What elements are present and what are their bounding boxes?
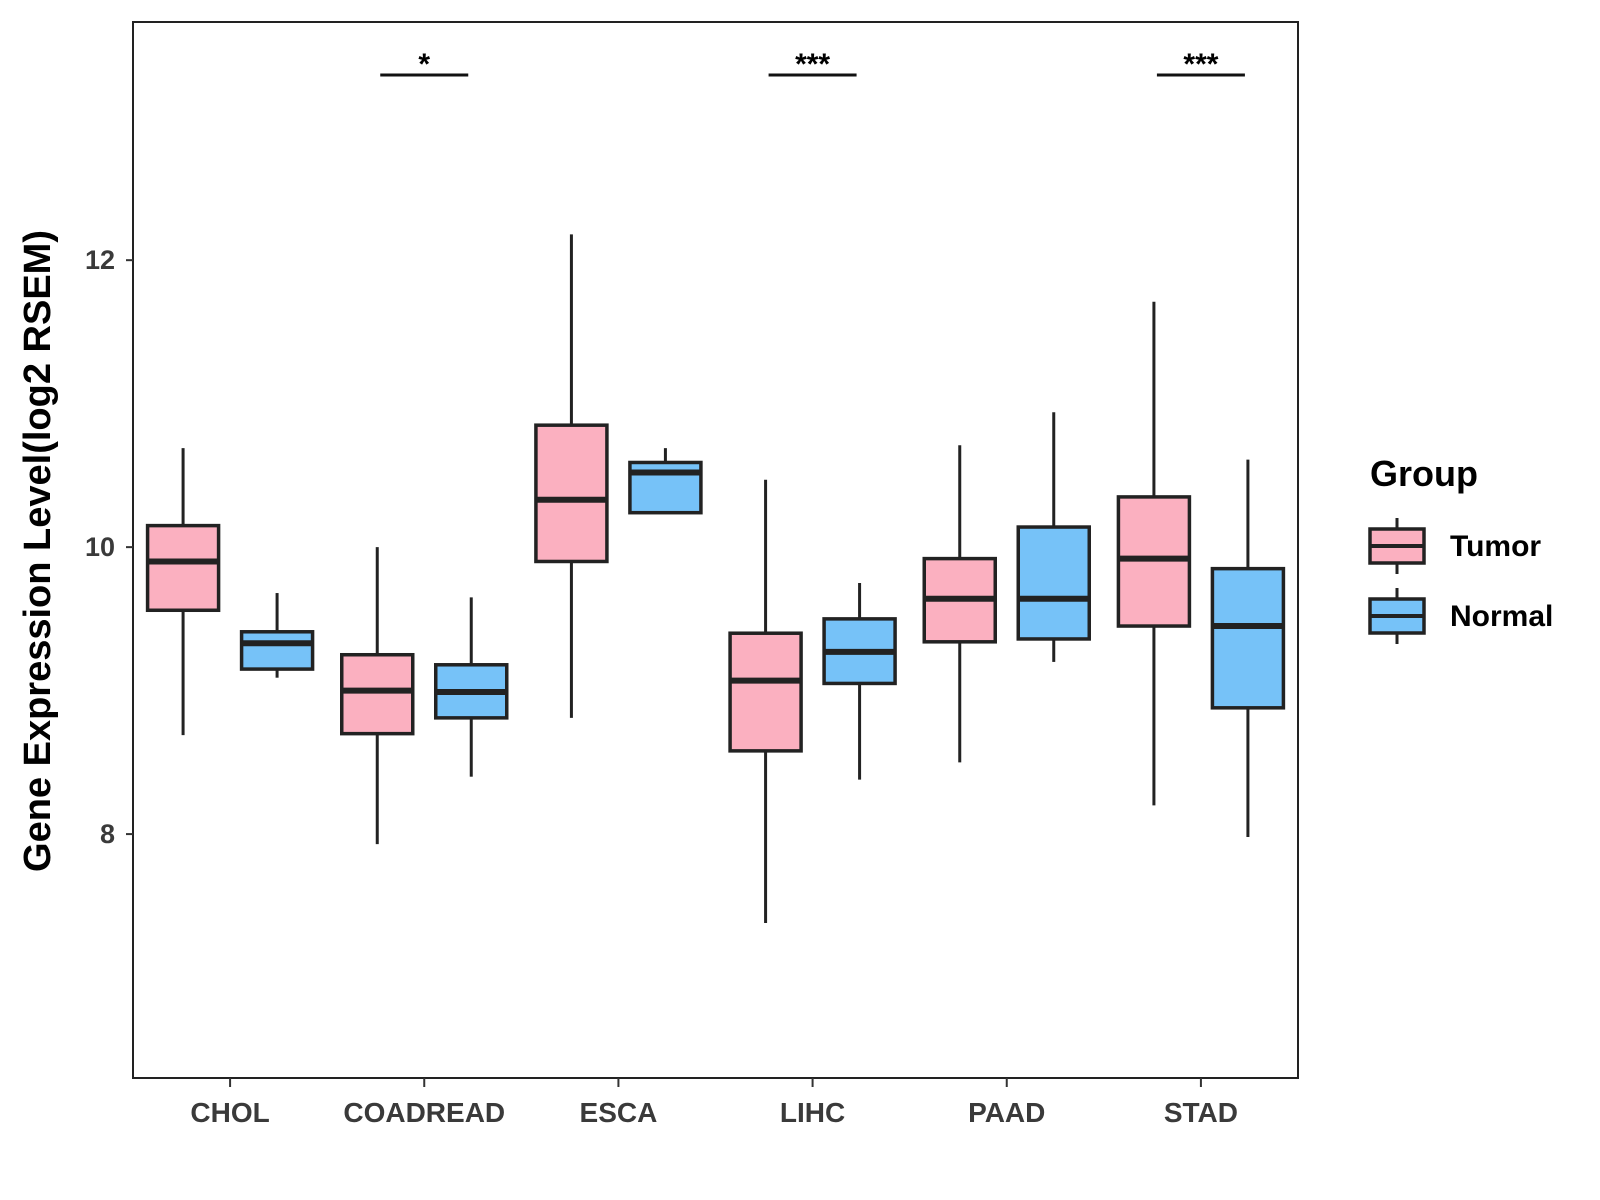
box-body bbox=[340, 652, 415, 736]
y-tick-label: 12 bbox=[85, 245, 115, 275]
significance-label: *** bbox=[1183, 48, 1218, 81]
box-body bbox=[145, 523, 221, 613]
x-tick-label-paad: PAAD bbox=[968, 1097, 1045, 1128]
box-tumor-coadread bbox=[340, 547, 415, 845]
x-tick-label-stad: STAD bbox=[1164, 1097, 1238, 1128]
axis-layer: 8 10 12 CHOL COADREAD ESCA LIHC PAAD STAD bbox=[85, 21, 1299, 1128]
box-normal-paad bbox=[1016, 412, 1091, 662]
box-body bbox=[1016, 525, 1091, 641]
box-normal-chol bbox=[239, 593, 315, 678]
box-normal-lihc bbox=[822, 583, 897, 780]
box-tumor-esca bbox=[534, 234, 609, 718]
legend-title: Group bbox=[1370, 453, 1478, 494]
y-axis-title: Gene Expression Level(log2 RSEM) bbox=[17, 230, 59, 872]
y-tick-label: 10 bbox=[85, 532, 115, 562]
plot-panel-border bbox=[132, 21, 1299, 1079]
plot-layer bbox=[145, 234, 1286, 924]
box-body bbox=[728, 631, 803, 753]
box-body bbox=[534, 423, 609, 564]
significance-label: * bbox=[418, 48, 430, 81]
box-normal-stad bbox=[1210, 459, 1286, 837]
box-tumor-chol bbox=[145, 448, 221, 736]
x-tick-label-esca: ESCA bbox=[580, 1097, 658, 1128]
box-body bbox=[1210, 566, 1286, 710]
legend-item-tumor: Tumor bbox=[1368, 518, 1541, 574]
y-tick-label: 8 bbox=[100, 819, 115, 849]
x-tick-label-lihc: LIHC bbox=[780, 1097, 845, 1128]
box-tumor-stad bbox=[1116, 301, 1192, 806]
legend-label: Normal bbox=[1450, 600, 1553, 633]
box-normal-coadread bbox=[434, 597, 509, 777]
box-tumor-paad bbox=[922, 445, 997, 763]
box-normal-esca bbox=[628, 448, 703, 515]
legend: Group Tumor Normal bbox=[1368, 453, 1553, 644]
legend-items: Tumor Normal bbox=[1368, 518, 1553, 644]
significance-label: *** bbox=[795, 48, 830, 81]
legend-label: Tumor bbox=[1450, 530, 1541, 563]
x-tick-label-chol: CHOL bbox=[190, 1097, 269, 1128]
legend-item-normal: Normal bbox=[1368, 588, 1553, 644]
annotation-layer: * *** *** bbox=[380, 48, 1245, 81]
box-body bbox=[239, 630, 315, 671]
box-tumor-lihc bbox=[728, 479, 803, 924]
x-tick-label-coadread: COADREAD bbox=[343, 1097, 505, 1128]
